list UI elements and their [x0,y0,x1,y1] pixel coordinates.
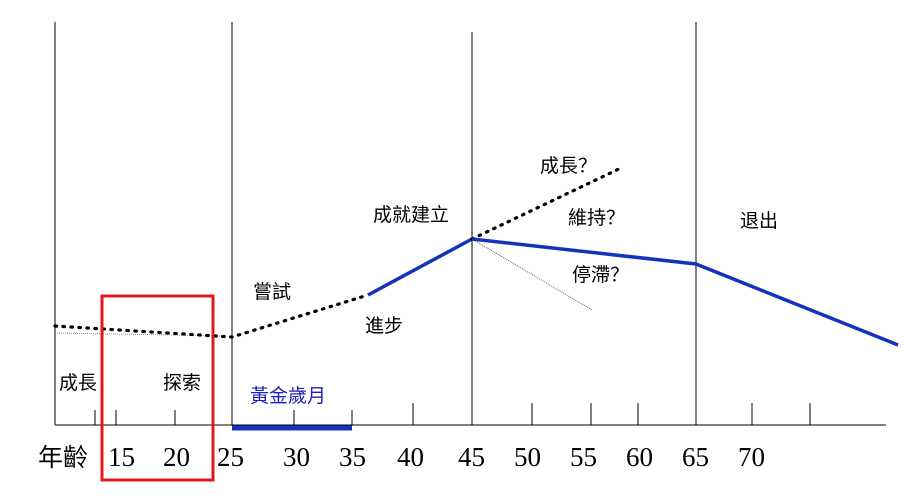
tick-label: 65 [682,442,709,472]
golden-years-label: 黃金歲月 [250,385,326,407]
growth-guide-line [54,332,226,337]
stage-label-exit: 退出 [740,210,778,232]
tick-label: 30 [283,442,310,472]
tick-label: 25 [217,442,244,472]
stage-label-progress: 進步 [365,315,403,337]
exploration-highlight-box [100,294,215,482]
stage-label-maintain-question: 維持？ [568,207,625,229]
tick-label: 55 [570,442,597,472]
stage-label-establish: 成就建立 [373,204,449,226]
stage-label-explore: 探索 [163,372,201,394]
maintain-blue-segment [471,237,697,266]
progress-blue-segment [367,237,473,297]
exit-blue-segment [695,262,899,347]
axis-tick-marks [94,403,811,425]
tick-label: 60 [626,442,653,472]
stage-label-try: 嘗試 [253,281,291,303]
tick-label: 45 [458,442,485,472]
x-axis-title: 年齡 [38,443,88,472]
tick-label: 35 [339,442,366,472]
tick-label: 15 [108,442,135,472]
tick-label: 40 [397,442,424,472]
stagnation-branch-line [471,238,593,311]
tick-label: 50 [514,442,541,472]
tick-label: 70 [738,442,765,472]
tick-label: 20 [163,442,190,472]
early-career-dotted-path [53,293,370,339]
stage-label-grow-question: 成長？ [540,155,597,177]
stage-label-stagnate-question: 停滯？ [572,264,629,286]
stage-label-growth: 成長 [59,372,97,394]
